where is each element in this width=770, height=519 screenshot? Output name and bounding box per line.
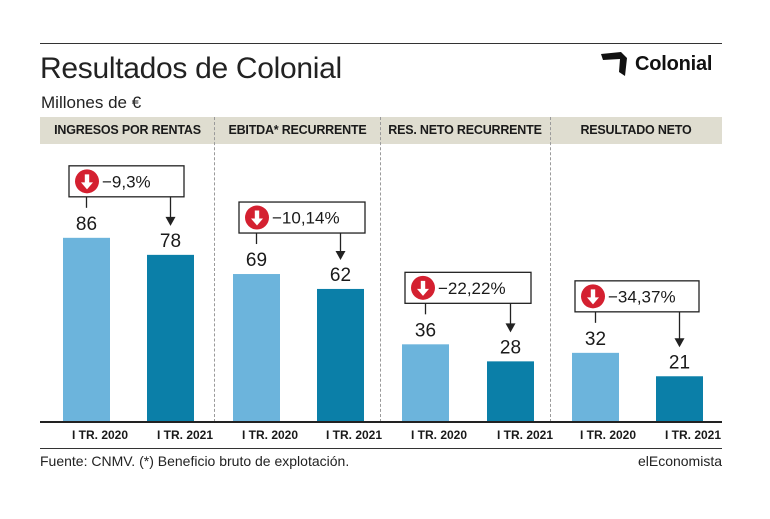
x-tick-label: I TR. 2020: [579, 428, 637, 442]
x-axis-baseline: [40, 421, 722, 423]
logo-text: Colonial: [635, 52, 713, 75]
panel-separator: [380, 117, 381, 422]
change-percent-label: −10,14%: [272, 209, 340, 228]
panel-title-ingresos: INGRESOS POR RENTAS: [54, 123, 201, 137]
x-tick-label: I TR. 2020: [241, 428, 299, 442]
x-tick-label: I TR. 2021: [496, 428, 554, 442]
bar-2021: [656, 376, 703, 421]
value-label: 21: [669, 352, 690, 373]
panel-separator: [550, 117, 551, 422]
down-arrow-glyph: [417, 280, 429, 296]
bar-2021: [317, 288, 364, 421]
chart-subtitle: Millones de €: [41, 93, 142, 112]
x-tick-label: I TR. 2021: [156, 428, 214, 442]
change-percent-label: −34,37%: [608, 287, 676, 306]
value-label: 28: [500, 337, 521, 358]
panel-separator: [214, 117, 215, 422]
callout-arrowhead: [505, 323, 516, 333]
down-arrow-glyph: [587, 289, 599, 305]
callout-arrowhead: [335, 250, 346, 260]
bar-2020: [572, 352, 619, 421]
bar-2020: [63, 237, 110, 421]
change-percent-label: −9,3%: [102, 172, 151, 191]
down-arrow-glyph: [251, 210, 263, 226]
panel-header-band: [40, 117, 722, 144]
value-label: 32: [585, 329, 606, 350]
panel-title-ebitda: EBITDA* RECURRENTE: [228, 123, 367, 137]
x-tick-label: I TR. 2021: [325, 428, 383, 442]
value-label: 78: [160, 231, 181, 252]
bar-2020: [402, 344, 449, 421]
bar-2020: [233, 274, 280, 421]
change-percent-label: −22,22%: [438, 279, 506, 298]
x-tick-label: I TR. 2020: [71, 428, 129, 442]
bottom-rule: [40, 448, 722, 449]
top-rule: [40, 43, 722, 44]
colonial-logo-icon: [601, 52, 627, 76]
source-note: Fuente: CNMV. (*) Beneficio bruto de exp…: [40, 453, 350, 469]
x-tick-label: I TR. 2020: [410, 428, 468, 442]
bar-2021: [147, 254, 194, 421]
x-tick-label: I TR. 2021: [664, 428, 722, 442]
value-label: 36: [415, 320, 436, 341]
value-label: 62: [330, 265, 351, 286]
panel-title-resultado-neto: RESULTADO NETO: [580, 123, 692, 137]
callout-arrowhead: [674, 338, 685, 348]
panel-title-res-neto-recurrente: RES. NETO RECURRENTE: [388, 123, 542, 137]
down-arrow-glyph: [81, 174, 93, 190]
value-label: 86: [76, 214, 97, 235]
bar-2021: [487, 361, 534, 421]
callout-arrowhead: [165, 216, 176, 226]
chart-title: Resultados de Colonial: [40, 52, 342, 85]
colonial-logo: Colonial: [601, 52, 712, 76]
value-label: 69: [246, 250, 267, 271]
publisher-brand: elEconomista: [637, 453, 722, 469]
